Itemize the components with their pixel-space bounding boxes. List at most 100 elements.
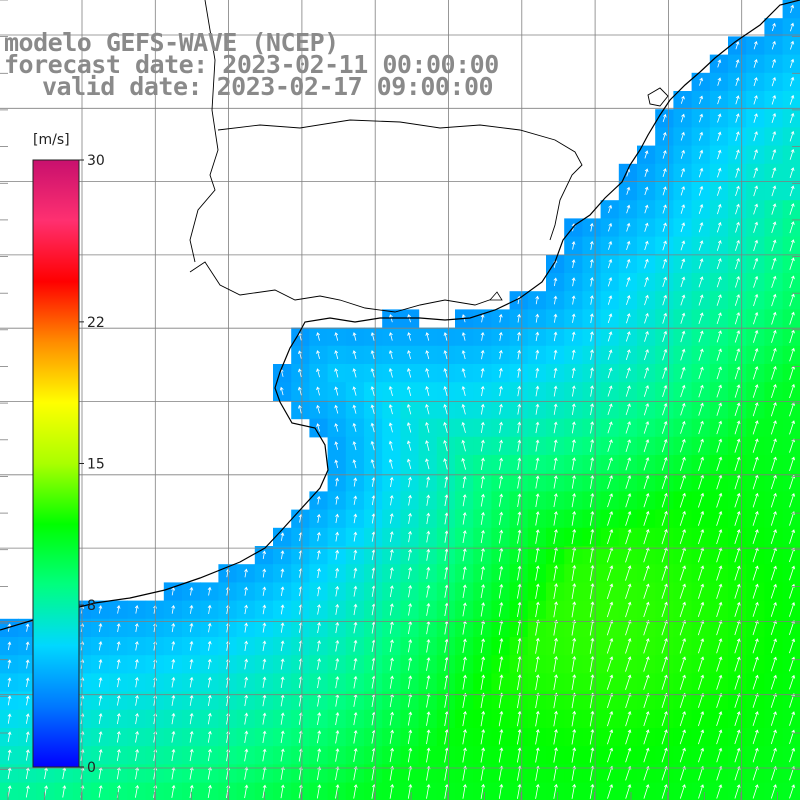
wind-arrow: [679, 601, 686, 618]
wind-arrow: [607, 729, 614, 745]
wind-arrow: [408, 657, 413, 671]
wind-arrow: [625, 747, 632, 763]
wind-arrow: [698, 438, 704, 453]
wind-arrow: [717, 203, 722, 215]
wind-arrow: [735, 59, 740, 68]
wind-arrow: [734, 620, 741, 636]
wind-arrow: [589, 295, 594, 305]
wind-arrow: [298, 350, 302, 359]
wind-arrow: [189, 694, 194, 706]
wind-arrow: [644, 186, 649, 196]
wind-arrow: [408, 584, 413, 598]
wind-arrow: [606, 565, 614, 581]
wind-arrow: [679, 674, 686, 690]
wind-arrow: [244, 640, 249, 651]
wind-arrow: [716, 384, 722, 398]
wind-arrow: [499, 421, 503, 434]
wind-arrow: [371, 495, 376, 506]
wind-arrow: [280, 532, 285, 541]
wind-arrow: [644, 258, 649, 269]
wind-arrow: [316, 513, 321, 523]
wind-arrow: [408, 675, 413, 689]
wind-arrow: [771, 221, 777, 234]
wind-arrow: [207, 604, 212, 614]
wind-arrow: [770, 402, 777, 417]
wind-arrow: [262, 712, 267, 725]
wind-arrow: [752, 656, 759, 672]
wind-arrow: [752, 565, 759, 581]
wind-arrow: [716, 330, 722, 343]
wind-arrow: [370, 422, 375, 433]
wind-arrow: [770, 565, 777, 581]
wind-arrow: [789, 293, 795, 307]
wind-arrow: [62, 785, 67, 798]
wind-arrow: [499, 529, 504, 544]
wind-arrow: [317, 658, 321, 670]
wind-arrow: [171, 676, 176, 688]
wind-arrow: [699, 95, 704, 105]
wind-arrow: [680, 456, 686, 471]
wind-arrow: [25, 677, 30, 687]
wind-arrow: [408, 494, 412, 506]
wind-arrow: [679, 565, 686, 581]
wind-arrow: [716, 565, 723, 581]
wind-arrow: [462, 674, 467, 690]
wind-arrow: [698, 583, 705, 599]
wind-arrow: [189, 748, 194, 762]
wind-arrow: [7, 731, 12, 743]
wind-arrow: [643, 674, 650, 690]
wind-arrow: [7, 623, 12, 632]
wind-arrow: [517, 349, 521, 360]
wind-arrow: [480, 674, 486, 690]
wind-arrow: [662, 258, 667, 269]
wind-arrow: [734, 312, 741, 325]
wind-arrow: [370, 368, 375, 378]
wind-arrow: [189, 658, 194, 670]
wind-arrow: [535, 349, 540, 360]
wind-arrow: [443, 403, 448, 415]
wind-arrow: [735, 239, 740, 251]
wind-arrow: [189, 766, 194, 780]
wind-arrow: [116, 677, 121, 688]
wind-arrow: [461, 457, 466, 470]
wind-arrow: [589, 510, 595, 526]
wind-arrow: [498, 349, 503, 360]
wind-arrow: [98, 749, 103, 761]
wind-arrow: [789, 130, 795, 142]
colorbar-tick-label: 8: [87, 598, 96, 614]
wind-arrow: [25, 785, 30, 798]
wind-arrow: [716, 221, 722, 233]
wind-arrow: [407, 711, 413, 726]
country-border: [189, 261, 496, 313]
wind-arrow: [771, 239, 777, 252]
wind-arrow: [661, 438, 668, 453]
wind-arrow: [462, 530, 467, 543]
wind-arrow: [443, 350, 448, 360]
wind-arrow: [680, 131, 685, 141]
wind-arrow: [789, 456, 795, 472]
wind-arrow: [353, 729, 358, 744]
wind-arrow: [679, 510, 686, 526]
wind-arrow: [25, 641, 30, 651]
wind-arrow: [770, 492, 777, 508]
wind-arrow: [443, 367, 448, 378]
wind-arrow: [735, 131, 740, 142]
wind-arrow: [171, 748, 176, 762]
wind-arrow: [444, 656, 449, 672]
wind-arrow: [317, 586, 321, 597]
wind-arrow: [371, 567, 376, 579]
wind-arrow: [770, 583, 777, 599]
wind-arrow: [353, 639, 358, 652]
wind-arrow: [535, 295, 540, 305]
wind-arrow: [625, 583, 632, 599]
wind-arrow: [517, 710, 522, 727]
wind-arrow: [517, 529, 522, 544]
wind-arrow: [661, 565, 668, 581]
wind-arrow: [334, 368, 339, 378]
wind-arrow: [698, 167, 704, 178]
wind-arrow: [735, 221, 740, 233]
wind-arrow: [189, 676, 194, 688]
wind-arrow: [371, 585, 376, 597]
wind-arrow: [517, 637, 522, 654]
wind-arrow: [753, 149, 758, 160]
